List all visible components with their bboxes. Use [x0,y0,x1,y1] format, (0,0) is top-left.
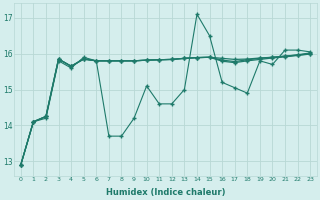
X-axis label: Humidex (Indice chaleur): Humidex (Indice chaleur) [106,188,225,197]
